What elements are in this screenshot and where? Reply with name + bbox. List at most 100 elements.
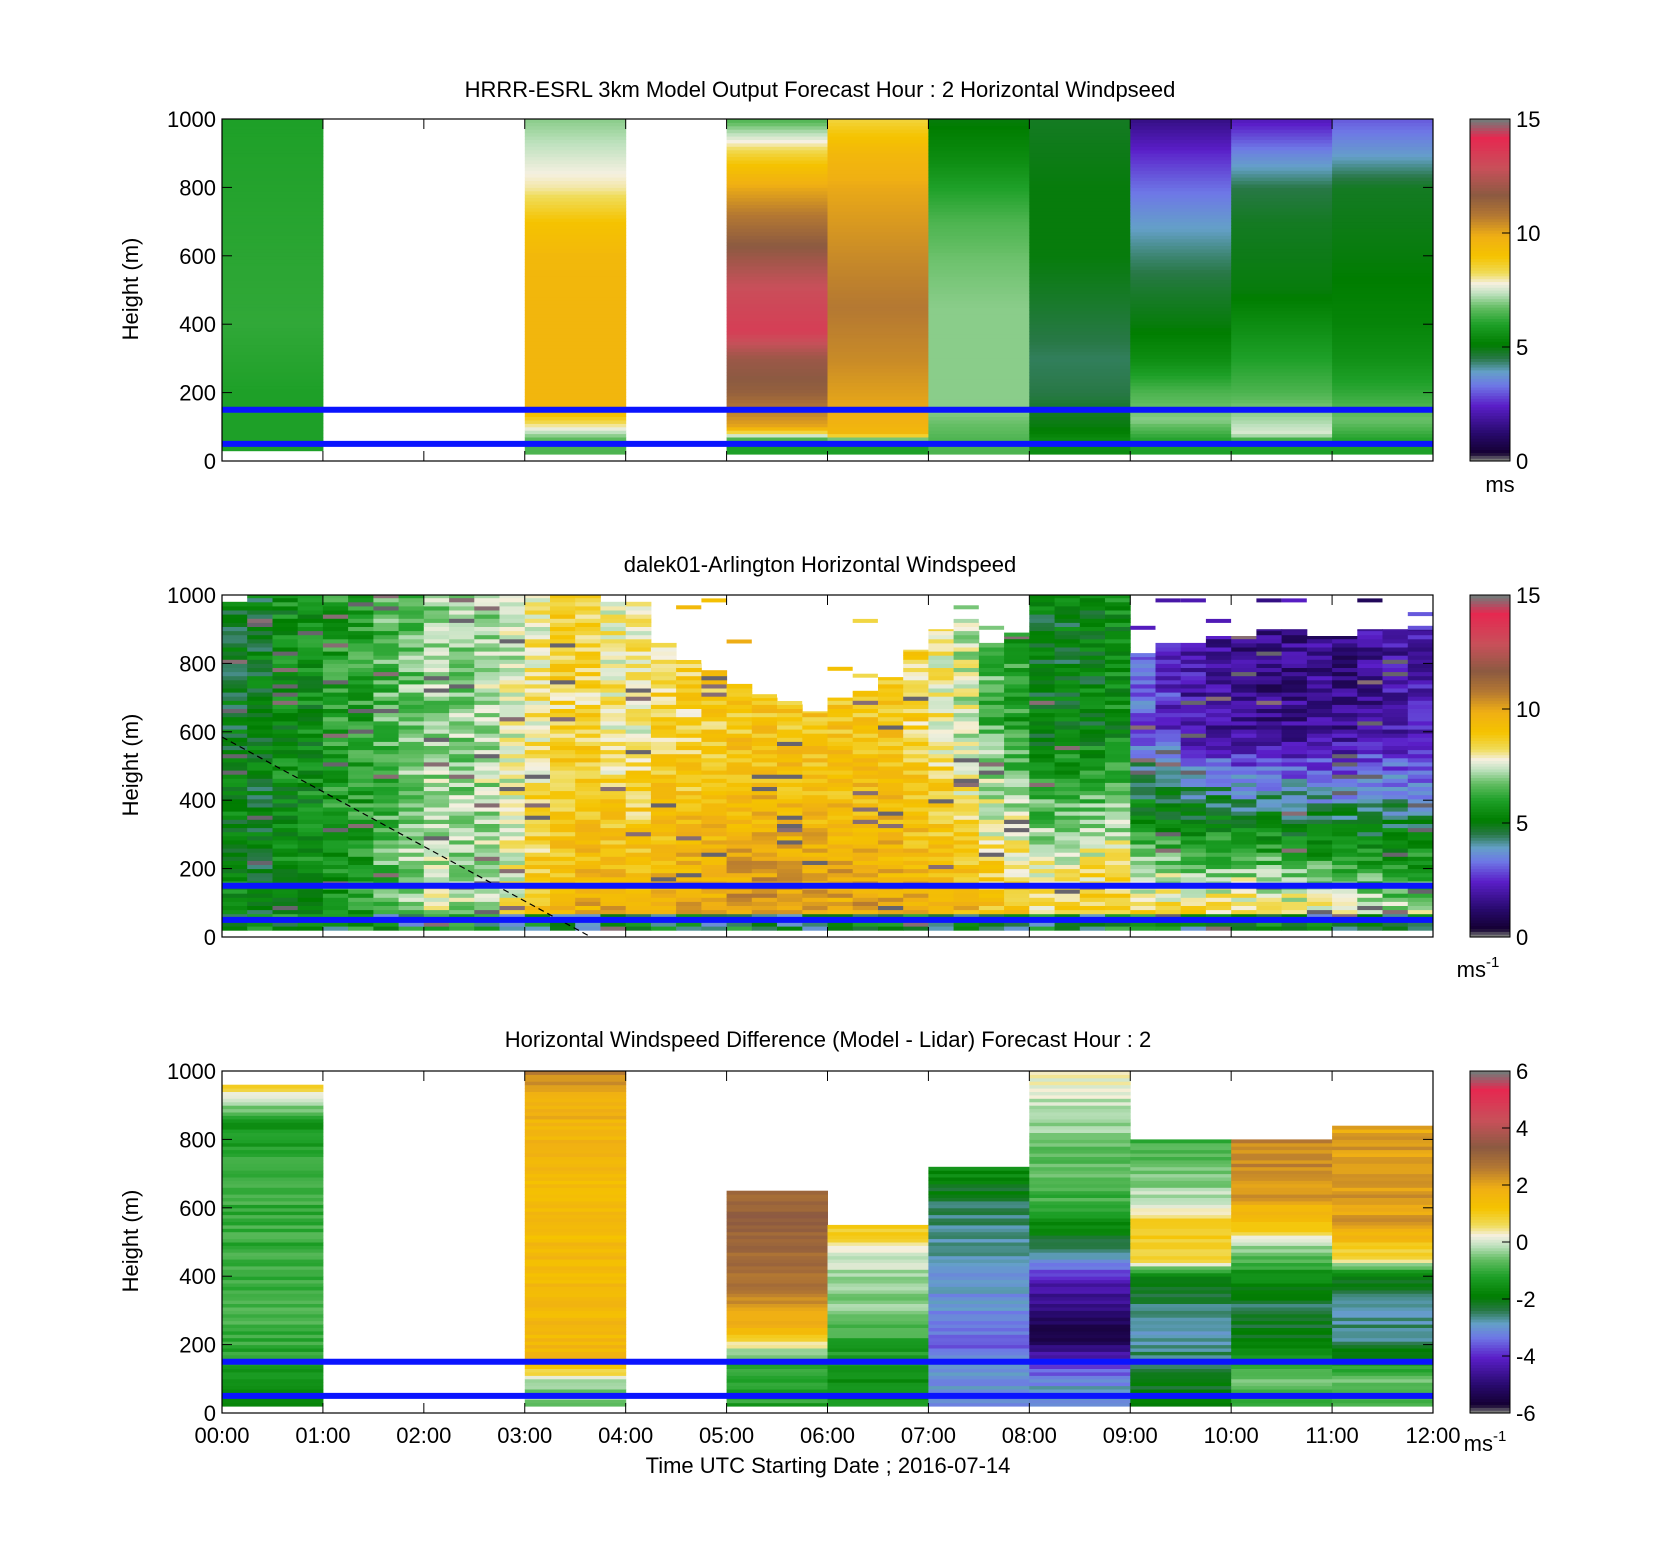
- colorbar-swatch: [1470, 743, 1510, 747]
- heatmap-cell: [1130, 696, 1156, 701]
- heatmap-cell: [1029, 177, 1131, 181]
- heatmap-cell: [1231, 324, 1333, 329]
- heatmap-cell: [550, 794, 576, 800]
- heatmap-cell: [575, 889, 601, 894]
- heatmap-cell: [1382, 630, 1409, 636]
- heatmap-cell: [1382, 893, 1409, 898]
- heatmap-cell: [1205, 692, 1232, 697]
- heatmap-cell: [928, 786, 955, 792]
- heatmap-cell: [1231, 798, 1257, 804]
- heatmap-cell: [1130, 860, 1156, 865]
- heatmap-cell: [878, 696, 904, 701]
- heatmap-cell: [726, 331, 828, 335]
- heatmap-cell: [1105, 811, 1131, 816]
- heatmap-cell: [449, 601, 475, 607]
- heatmap-cell: [903, 811, 929, 816]
- heatmap-cell: [953, 675, 980, 681]
- heatmap-cell: [524, 1221, 627, 1226]
- heatmap-cell: [499, 794, 526, 800]
- heatmap-cell: [978, 901, 1005, 906]
- heatmap-cell: [676, 913, 702, 919]
- heatmap-cell: [650, 720, 677, 726]
- heatmap-cell: [348, 597, 374, 603]
- heatmap-cell: [297, 605, 324, 611]
- heatmap-cell: [297, 774, 324, 779]
- colorbar-swatch: [1470, 902, 1510, 907]
- heatmap-cell: [1105, 778, 1131, 783]
- heatmap-cell: [650, 901, 677, 906]
- heatmap-cell: [449, 605, 475, 611]
- heatmap-cell: [222, 296, 324, 301]
- heatmap-cell: [827, 450, 929, 455]
- heatmap-cell: [1407, 737, 1434, 742]
- heatmap-cell: [1180, 913, 1207, 919]
- heatmap-cell: [1029, 848, 1055, 853]
- heatmap-cell: [247, 798, 273, 804]
- heatmap-cell: [1054, 905, 1081, 911]
- heatmap-cell: [322, 856, 349, 861]
- heatmap-cell: [575, 638, 601, 644]
- heatmap-cell: [1130, 926, 1156, 931]
- heatmap-cell: [827, 197, 929, 202]
- heatmap-cell: [953, 909, 980, 915]
- heatmap-cell: [524, 433, 627, 438]
- heatmap-cell: [1231, 909, 1257, 915]
- heatmap-cell: [1281, 659, 1308, 664]
- colorbar-swatch: [1470, 880, 1510, 884]
- heatmap-cell: [852, 786, 879, 792]
- heatmap-cell: [1357, 725, 1383, 730]
- heatmap-cell: [676, 663, 702, 668]
- heatmap-cell: [499, 766, 526, 771]
- heatmap-cell: [903, 893, 929, 898]
- heatmap-cell: [1382, 629, 1409, 632]
- heatmap-cell: [1256, 893, 1283, 898]
- heatmap-cell: [1332, 368, 1434, 373]
- heatmap-cell: [499, 856, 526, 861]
- heatmap-cell: [625, 605, 652, 611]
- heatmap-cell: [222, 317, 324, 322]
- heatmap-cell: [1382, 712, 1409, 718]
- heatmap-cell: [726, 770, 753, 775]
- heatmap-cell: [726, 221, 828, 226]
- heatmap-cell: [600, 802, 627, 808]
- heatmap-cell: [348, 749, 374, 755]
- heatmap-cell: [726, 749, 753, 755]
- heatmap-cell: [1130, 235, 1232, 240]
- heatmap-cell: [978, 642, 1005, 648]
- heatmap-cell: [272, 893, 299, 898]
- panel-difference-heatmap: [222, 1071, 1434, 1407]
- heatmap-cell: [550, 712, 576, 718]
- heatmap-cell: [1256, 802, 1283, 808]
- heatmap-cell: [802, 712, 828, 718]
- heatmap-cell: [726, 737, 753, 742]
- heatmap-cell: [1231, 327, 1333, 332]
- heatmap-cell: [398, 807, 425, 812]
- heatmap-cell: [222, 807, 248, 812]
- heatmap-cell: [1004, 700, 1030, 705]
- heatmap-cell: [474, 794, 500, 800]
- heatmap-cell: [1332, 860, 1358, 865]
- heatmap-cell: [827, 844, 854, 849]
- heatmap-cell: [524, 290, 627, 294]
- heatmap-cell: [373, 823, 400, 829]
- heatmap-cell: [499, 868, 526, 874]
- heatmap-cell: [322, 852, 349, 857]
- heatmap-cell: [524, 276, 627, 281]
- heatmap-cell: [1004, 782, 1030, 787]
- heatmap-cell: [852, 745, 879, 751]
- heatmap-cell: [272, 872, 299, 878]
- heatmap-cell: [852, 704, 879, 709]
- heatmap-cell: [222, 1344, 324, 1349]
- heatmap-cell: [1332, 636, 1358, 640]
- heatmap-cell: [1029, 634, 1055, 640]
- heatmap-cell: [1004, 733, 1030, 738]
- heatmap-cell: [272, 663, 299, 668]
- heatmap-cell: [499, 905, 526, 911]
- heatmap-cell: [726, 341, 828, 346]
- heatmap-cell: [1180, 839, 1207, 845]
- heatmap-cell: [777, 729, 803, 734]
- heatmap-cell: [1407, 794, 1434, 800]
- heatmap-cell: [1231, 802, 1257, 808]
- heatmap-cell: [247, 704, 273, 709]
- heatmap-cell: [1130, 139, 1232, 144]
